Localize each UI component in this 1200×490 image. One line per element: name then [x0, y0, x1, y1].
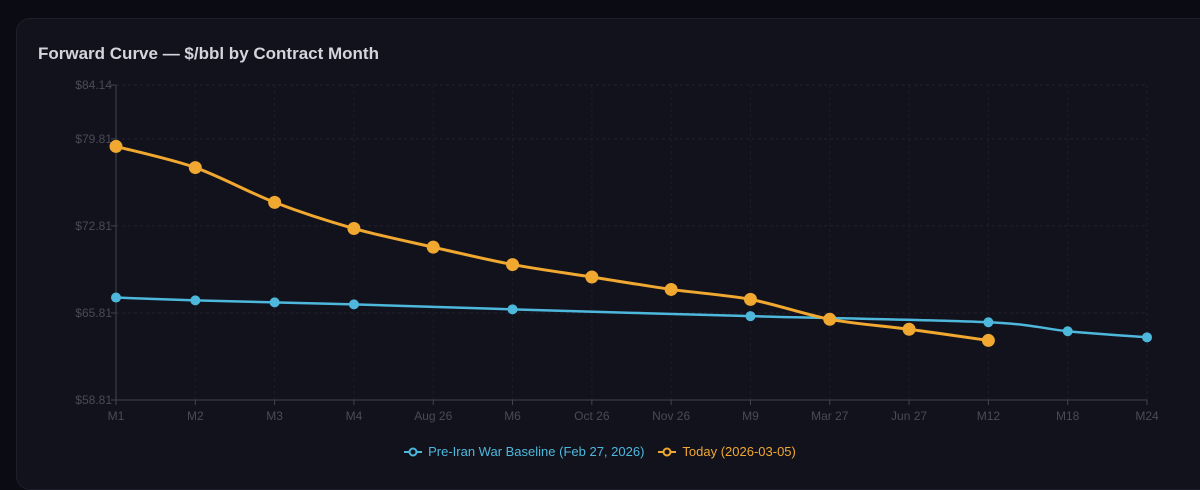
x-tick-label: M4 [346, 409, 363, 423]
x-tick-label: M9 [742, 409, 759, 423]
y-tick-label: $84.14 [75, 78, 112, 92]
data-point-1 [347, 222, 361, 236]
x-tick-label: M18 [1056, 409, 1080, 423]
data-point-1 [268, 195, 282, 209]
legend-item-baseline[interactable]: Pre-Iran War Baseline (Feb 27, 2026) [404, 444, 644, 459]
chart-title: Forward Curve — $/bbl by Contract Month [38, 44, 379, 63]
data-point-0 [1142, 332, 1152, 343]
x-tick-label: Mar 27 [811, 409, 849, 423]
x-tick-label: M6 [504, 409, 521, 423]
x-tick-label: Nov 26 [652, 409, 690, 423]
data-point-0 [983, 317, 994, 328]
x-tick-label: M1 [108, 409, 125, 423]
y-tick-label: $65.81 [75, 306, 112, 320]
data-point-1 [981, 333, 995, 347]
data-point-1 [664, 282, 678, 296]
legend-marker-icon [658, 447, 677, 456]
chart-card [16, 18, 1200, 490]
x-tick-label: M24 [1135, 409, 1159, 423]
legend-item-today[interactable]: Today (2026-03-05) [658, 444, 796, 459]
data-point-1 [188, 161, 202, 175]
legend-marker-icon [404, 447, 423, 456]
x-tick-label: M3 [266, 409, 283, 423]
data-point-0 [190, 295, 201, 306]
data-point-1 [109, 139, 123, 153]
data-point-0 [348, 299, 359, 310]
data-point-0 [745, 311, 756, 322]
x-tick-label: Jun 27 [891, 409, 927, 423]
x-tick-label: Oct 26 [574, 409, 610, 423]
x-tick-label: M2 [187, 409, 204, 423]
data-point-0 [111, 292, 121, 303]
data-point-1 [823, 312, 837, 326]
data-point-0 [1062, 326, 1073, 337]
legend-label: Pre-Iran War Baseline (Feb 27, 2026) [428, 444, 645, 459]
data-point-1 [902, 322, 916, 336]
y-tick-label: $79.81 [75, 132, 112, 146]
y-tick-label: $58.81 [75, 393, 112, 407]
data-point-1 [585, 270, 599, 284]
legend: Pre-Iran War Baseline (Feb 27, 2026) Tod… [0, 444, 1200, 459]
x-tick-label: M12 [977, 409, 1001, 423]
data-point-0 [507, 304, 518, 315]
data-point-1 [743, 292, 757, 306]
y-tick-label: $72.81 [75, 219, 112, 233]
data-point-1 [506, 258, 520, 272]
data-point-1 [426, 240, 440, 254]
data-point-0 [269, 297, 280, 308]
x-tick-label: Aug 26 [414, 409, 452, 423]
series-line-0 [115, 296, 1148, 339]
legend-label: Today (2026-03-05) [682, 444, 796, 459]
